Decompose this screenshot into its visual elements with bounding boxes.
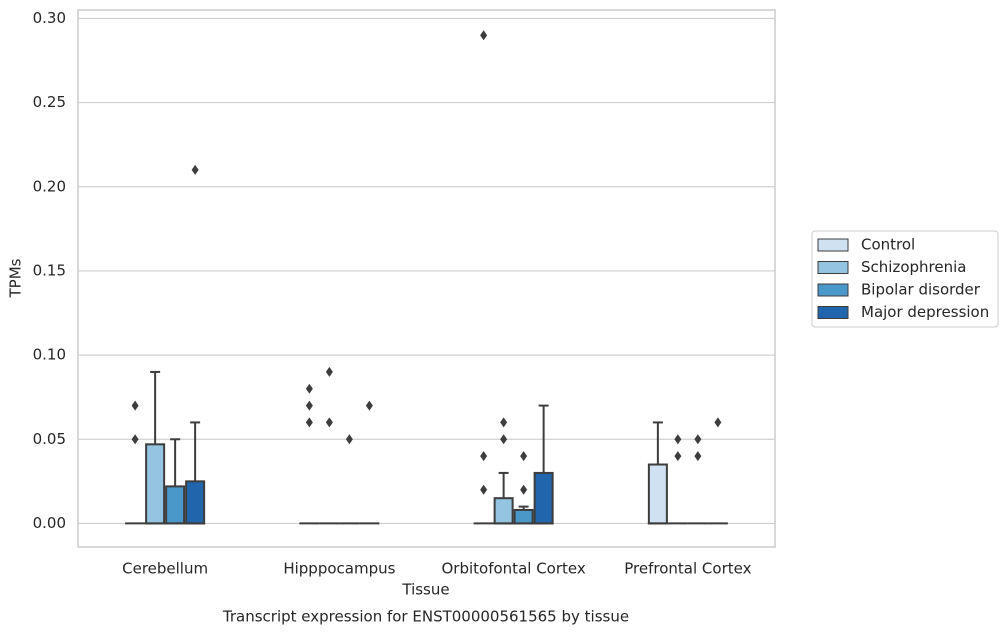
outlier xyxy=(694,451,702,462)
outlier xyxy=(714,417,722,428)
y-tick-label: 0.10 xyxy=(33,346,66,364)
plot-frame xyxy=(77,9,776,548)
legend-swatch xyxy=(817,283,849,297)
outlier xyxy=(674,434,682,445)
y-tick-label: 0.05 xyxy=(33,430,66,448)
legend-swatch xyxy=(817,261,849,274)
y-tick-label: 0.30 xyxy=(33,9,66,27)
box xyxy=(533,471,554,525)
outlier xyxy=(365,400,373,411)
outlier xyxy=(325,366,333,377)
legend-label: Control xyxy=(861,236,915,254)
box xyxy=(165,485,186,525)
outlier xyxy=(191,164,199,175)
outlier xyxy=(500,417,508,428)
outlier xyxy=(480,484,488,495)
y-axis-label: TPMs xyxy=(7,258,25,298)
legend-label: Major depression xyxy=(861,303,989,321)
x-tick-label: Hipppocampus xyxy=(283,560,395,578)
y-tick-label: 0.20 xyxy=(33,177,66,195)
x-axis-label: Tissue xyxy=(401,581,449,599)
box xyxy=(185,480,206,525)
legend-label: Bipolar disorder xyxy=(861,281,981,299)
x-tick-label: Cerebellum xyxy=(122,560,208,578)
box xyxy=(493,497,514,525)
legend-swatch xyxy=(817,306,849,319)
outlier xyxy=(480,30,488,41)
outlier xyxy=(520,451,528,462)
legend-swatch xyxy=(817,238,849,252)
outlier xyxy=(305,383,313,394)
x-tick-label: Orbitofontal Cortex xyxy=(442,560,586,578)
box xyxy=(647,463,668,525)
y-tick-label: 0.15 xyxy=(33,261,66,279)
outlier xyxy=(325,417,333,428)
x-tick-label: Prefrontal Cortex xyxy=(624,560,751,578)
legend-label: Schizophrenia xyxy=(861,258,966,276)
outlier xyxy=(520,484,528,495)
outlier xyxy=(694,434,702,445)
outlier xyxy=(674,451,682,462)
chart-title: Transcript expression for ENST0000056156… xyxy=(222,608,629,626)
box xyxy=(145,443,166,525)
outlier xyxy=(131,434,139,445)
outlier xyxy=(500,434,508,445)
box xyxy=(513,508,534,525)
outlier xyxy=(345,434,353,445)
outlier xyxy=(305,400,313,411)
outlier xyxy=(480,451,488,462)
y-tick-label: 0.25 xyxy=(33,93,66,111)
outlier xyxy=(131,400,139,411)
y-tick-label: 0.00 xyxy=(33,514,66,532)
outlier xyxy=(305,417,313,428)
legend xyxy=(811,230,999,328)
